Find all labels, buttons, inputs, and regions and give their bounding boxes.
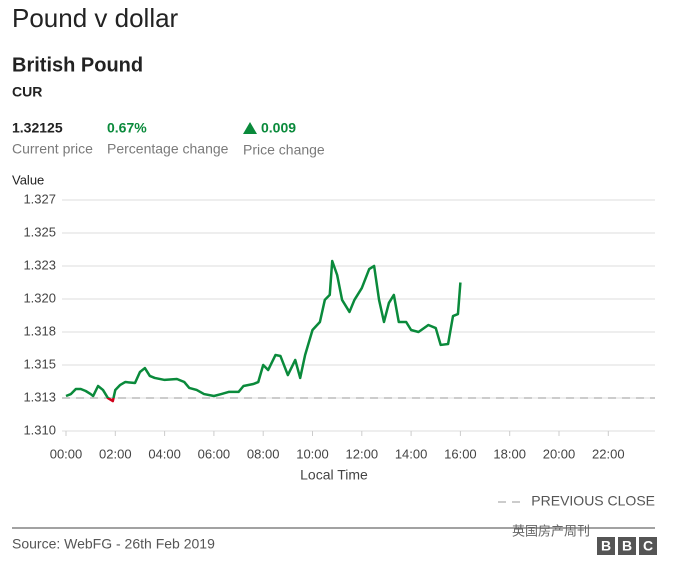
legend-label: PREVIOUS CLOSE [531,493,655,509]
stat-label: Price change [243,142,325,158]
y-axis-label: Value [12,172,44,187]
title: Pound v dollar [12,3,179,33]
logo-letter: B [601,538,611,554]
logo-letter: B [622,538,632,554]
y-tick-label: 1.320 [23,290,56,305]
stat-label: Current price [12,141,93,157]
x-tick-label: 10:00 [296,446,329,461]
subtitle: British Pound [12,54,143,76]
y-tick-label: 1.325 [23,224,56,239]
logo-letter: C [643,538,653,554]
y-tick-label: 1.323 [23,257,56,272]
x-tick-label: 04:00 [148,446,181,461]
price-line [65,259,462,398]
x-tick-label: 20:00 [543,446,576,461]
y-tick-label: 1.313 [23,389,56,404]
x-tick-label: 14:00 [395,446,428,461]
x-tick-label: 22:00 [592,446,625,461]
stat-value: 1.32125 [12,120,63,136]
code: CUR [12,84,42,100]
y-tick-label: 1.327 [23,191,56,206]
up-arrow [243,122,257,134]
stat-value: 0.009 [261,120,296,136]
x-tick-label: 02:00 [99,446,132,461]
y-tick-label: 1.318 [23,323,56,338]
x-tick-label: 16:00 [444,446,477,461]
source: Source: WebFG - 26th Feb 2019 [12,536,215,552]
price-line [106,398,115,403]
logo: B B C [597,537,657,555]
x-tick-label: 06:00 [198,446,231,461]
y-tick-label: 1.310 [23,422,56,437]
x-tick-label: 00:00 [50,446,83,461]
watermark: 英国房产周刊 [512,523,590,538]
stat-value: 0.67% [107,120,147,136]
x-tick-label: 18:00 [493,446,526,461]
stat-label: Percentage change [107,141,229,157]
x-tick-label: 08:00 [247,446,280,461]
x-axis-label: Local Time [300,467,368,483]
y-tick-label: 1.315 [23,356,56,371]
x-tick-label: 12:00 [346,446,379,461]
